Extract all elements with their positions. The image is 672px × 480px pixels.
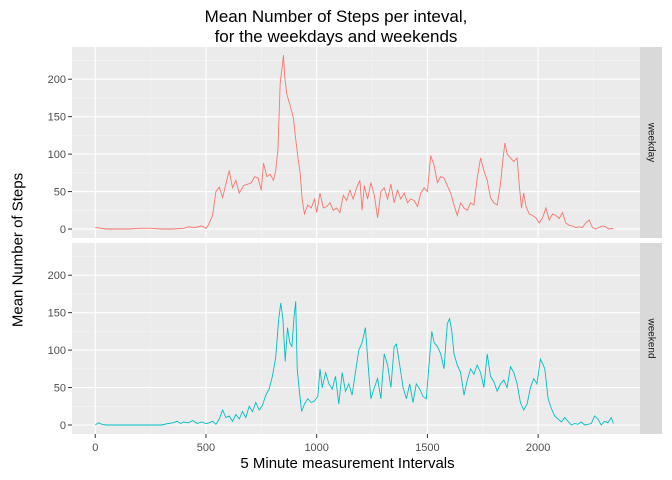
x-tick-label: 1500 [415,442,439,454]
x-tick-label: 0 [92,442,98,454]
x-tick-label: 500 [197,442,215,454]
y-axis-label: Mean Number of Steps [9,172,27,328]
y-tick-label: 0 [60,224,66,236]
y-tick-label: 150 [48,112,66,124]
panel-background [72,243,640,434]
x-tick-label: 2000 [526,442,550,454]
x-axis-label: 5 Minute measurement Intervals [240,455,455,472]
facet-strip [640,243,662,434]
panel-background [72,47,640,238]
y-tick-label: 200 [48,270,66,282]
y-tick-label: 100 [48,149,66,161]
chart-title-line-1: Mean Number of Steps per inteval, [204,7,468,26]
facet-strip-label-weekend: weekend [645,317,656,358]
facet-strip-label-weekday: weekday [645,122,656,162]
series-line-weekend [95,301,614,426]
chart-title-line-2: for the weekdays and weekends [214,27,458,46]
y-tick-label: 50 [54,383,66,395]
y-tick-label: 100 [48,345,66,357]
x-tick-label: 1000 [304,442,328,454]
y-tick-label: 0 [60,420,66,432]
series-line-weekday [95,55,614,230]
y-tick-label: 50 [54,187,66,199]
y-tick-label: 150 [48,308,66,320]
facet-strip [640,47,662,238]
y-tick-label: 200 [48,74,66,86]
